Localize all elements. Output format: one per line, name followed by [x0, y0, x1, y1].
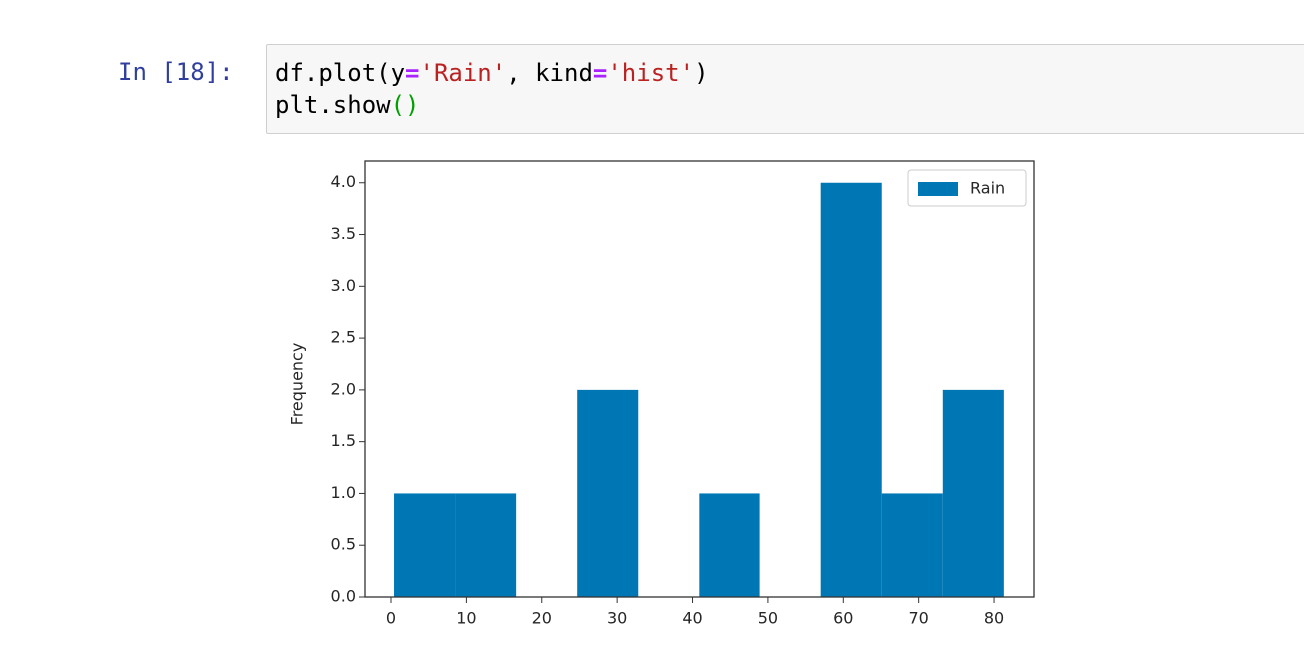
cell-prompt: In [18]: — [118, 58, 234, 86]
code-token: = — [592, 59, 608, 87]
y-tick-label: 2.5 — [331, 328, 356, 347]
code-token: plt.show — [275, 91, 391, 119]
y-tick-label: 1.5 — [331, 431, 356, 450]
code-token: () — [390, 91, 420, 119]
y-tick-label: 1.0 — [331, 483, 356, 502]
y-tick-label: 2.0 — [331, 379, 356, 398]
code-token: 'Rain' — [419, 59, 507, 87]
x-tick-label: 40 — [682, 609, 702, 628]
legend-label: Rain — [970, 179, 1005, 198]
code-token: , kind — [506, 59, 593, 87]
code-line: plt.show() — [275, 89, 1304, 121]
y-axis-label: Frequency — [288, 343, 307, 426]
x-tick-label: 10 — [456, 609, 476, 628]
x-tick-label: 60 — [833, 609, 853, 628]
code-token: = — [405, 59, 420, 87]
x-tick-label: 70 — [908, 609, 928, 628]
x-tick-label: 50 — [758, 609, 778, 628]
legend-swatch — [918, 182, 958, 196]
x-tick-label: 80 — [984, 609, 1004, 628]
x-tick-label: 20 — [532, 609, 552, 628]
histogram-bar — [455, 493, 517, 597]
y-tick-label: 3.0 — [331, 276, 356, 295]
code-line: df.plot(y='Rain', kind='hist') — [275, 57, 1304, 89]
histogram-bar — [699, 493, 760, 597]
y-tick-label: 0.5 — [331, 535, 356, 554]
code-token: df.plot(y — [275, 59, 406, 87]
histogram-bar — [881, 493, 943, 597]
code-token: 'hist' — [607, 59, 695, 87]
code-cell[interactable]: df.plot(y='Rain', kind='hist') plt.show() — [266, 44, 1304, 134]
axes-frame — [364, 160, 1035, 598]
y-tick-label: 0.0 — [331, 587, 356, 606]
code-token: ) — [694, 59, 709, 87]
histogram-bar — [394, 493, 456, 597]
y-tick-label: 4.0 — [331, 172, 356, 191]
histogram-bar — [820, 182, 882, 597]
legend-box — [907, 169, 1027, 207]
histogram-bar — [942, 389, 1004, 597]
y-tick-label: 3.5 — [331, 224, 356, 243]
histogram-bar — [577, 389, 639, 597]
x-tick-label: 30 — [607, 609, 627, 628]
x-tick-label: 0 — [386, 609, 396, 628]
